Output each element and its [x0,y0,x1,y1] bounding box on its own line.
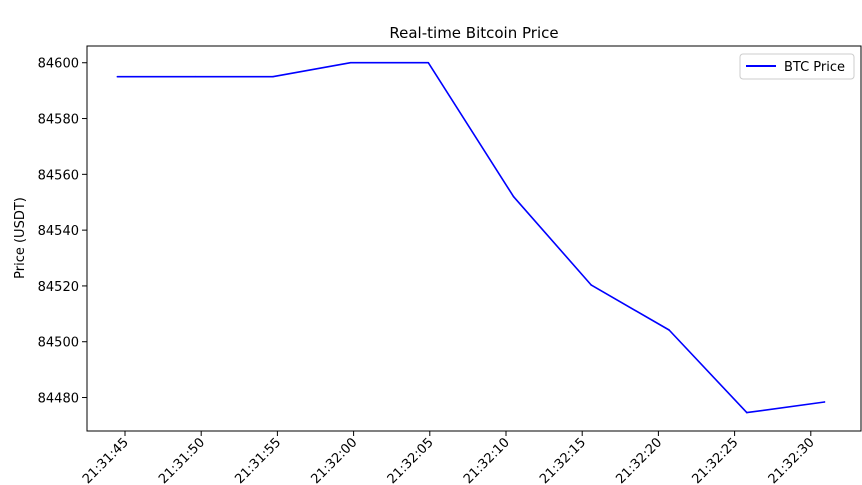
data-point [512,195,515,198]
y-axis-title: Price (USDT) [13,197,28,279]
data-point [194,75,196,78]
data-point [349,61,352,64]
data-point [668,329,670,331]
data-point [745,411,748,414]
data-point [590,284,593,286]
plot-frame [86,45,862,432]
y-tick-label: 84520 [38,280,79,295]
legend-label-btc-price: BTC Price [784,60,845,75]
data-point [272,75,274,78]
y-tick-label: 84500 [38,336,79,351]
data-point [823,401,826,403]
legend-box [739,53,855,80]
legend: BTC Price [739,53,855,80]
chart-title: Real-time Bitcoin Price [389,24,558,42]
data-point [116,75,119,78]
y-tick-label: 84600 [38,57,79,72]
y-tick-label: 84540 [38,224,79,239]
series-layer [116,61,826,414]
y-tick-label: 84560 [38,168,79,183]
data-point [427,61,430,64]
y-tick-label: 84580 [38,113,79,128]
series-line-btc-price [117,61,825,414]
y-tick-label: 84480 [38,392,79,407]
